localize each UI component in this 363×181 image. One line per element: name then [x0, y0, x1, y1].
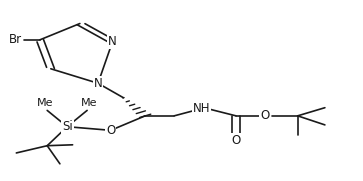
Text: Me: Me [37, 98, 54, 108]
Text: N: N [108, 35, 117, 48]
Text: O: O [106, 124, 115, 137]
Text: Si: Si [62, 120, 73, 133]
Text: Br: Br [9, 33, 22, 46]
Text: NH: NH [193, 102, 210, 115]
Text: Me: Me [81, 98, 97, 108]
Text: O: O [260, 109, 270, 122]
Text: O: O [231, 134, 241, 147]
Text: N: N [94, 77, 102, 90]
